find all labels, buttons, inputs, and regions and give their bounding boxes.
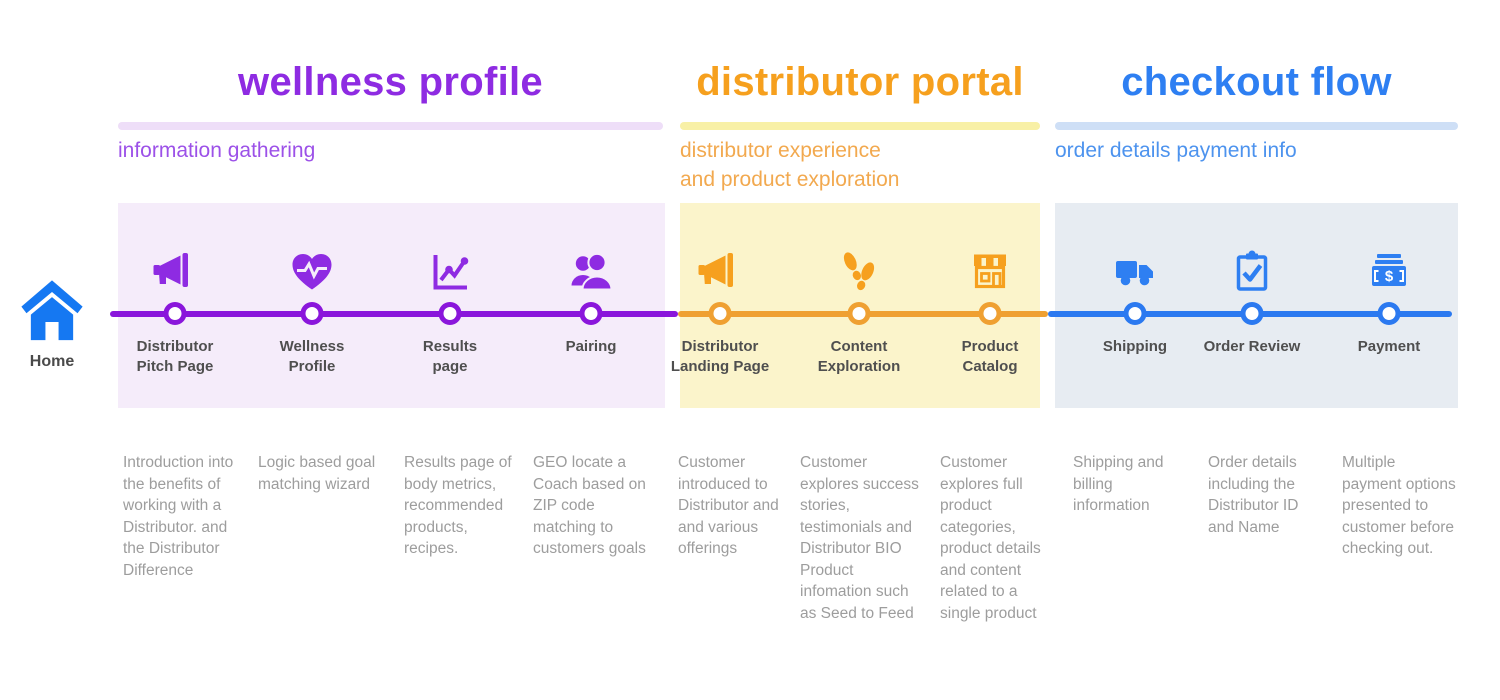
phase-underline	[118, 122, 663, 130]
phase-underline	[680, 122, 1040, 130]
step-label: Shipping	[1102, 338, 1168, 355]
timeline-node	[163, 302, 187, 325]
step-description: Customer introduced to Distributor and a…	[678, 454, 779, 557]
megaphone-icon	[151, 248, 199, 296]
home-icon	[17, 276, 87, 346]
step-description: Introduction into the benefits of workin…	[123, 454, 234, 579]
money-icon: $	[1365, 248, 1413, 296]
step-description: Logic based goal matching wizard	[258, 454, 376, 493]
clipboard-check-icon	[1228, 248, 1276, 296]
home-label: Home	[29, 353, 75, 370]
step-label: Results page	[422, 338, 478, 376]
phase-title: distributor portal	[696, 60, 1024, 104]
timeline-node	[978, 302, 1002, 325]
heart-pulse-icon	[288, 248, 336, 296]
footprints-icon	[835, 248, 883, 296]
step-description: Multiple payment options presented to cu…	[1342, 454, 1456, 557]
step-description: GEO locate a Coach based on ZIP code mat…	[533, 454, 646, 557]
step-description: Results page of body metrics, recommende…	[404, 454, 512, 557]
phase-subtitle: information gathering	[118, 139, 316, 162]
timeline-segment	[110, 311, 678, 317]
step-label: Content Exploration	[817, 338, 901, 376]
timeline-node	[438, 302, 462, 325]
phase-subtitle: order details payment info	[1055, 139, 1297, 162]
phase-panel	[118, 203, 665, 408]
step-label: Distributor Landing Page	[670, 338, 770, 376]
timeline-node	[579, 302, 603, 325]
timeline-node	[1240, 302, 1264, 325]
step-label: Pairing	[565, 338, 617, 355]
step-label: Distributor Pitch Page	[136, 338, 214, 376]
storefront-icon	[966, 248, 1014, 296]
svg-text:$: $	[1385, 268, 1394, 285]
step-label: Product Catalog	[961, 338, 1019, 376]
step-label: Wellness Profile	[279, 338, 345, 376]
phase-subtitle: distributor experience and product explo…	[680, 139, 900, 192]
step-description: Customer explores full product categorie…	[940, 454, 1041, 622]
line-chart-icon	[426, 248, 474, 296]
phase-underline	[1055, 122, 1458, 130]
timeline-node	[708, 302, 732, 325]
step-description: Order details including the Distributor …	[1208, 454, 1299, 536]
step-description: Shipping and billing information	[1073, 454, 1164, 514]
step-description: Customer explores success stories, testi…	[800, 454, 919, 622]
phase-title: wellness profile	[238, 60, 543, 104]
megaphone-icon	[696, 248, 744, 296]
timeline-node	[1377, 302, 1401, 325]
people-icon	[567, 248, 615, 296]
timeline-node	[847, 302, 871, 325]
step-label: Order Review	[1203, 338, 1301, 355]
timeline-node	[300, 302, 324, 325]
step-label: Payment	[1357, 338, 1421, 355]
phase-title: checkout flow	[1121, 60, 1392, 104]
timeline-node	[1123, 302, 1147, 325]
truck-icon	[1111, 248, 1159, 296]
